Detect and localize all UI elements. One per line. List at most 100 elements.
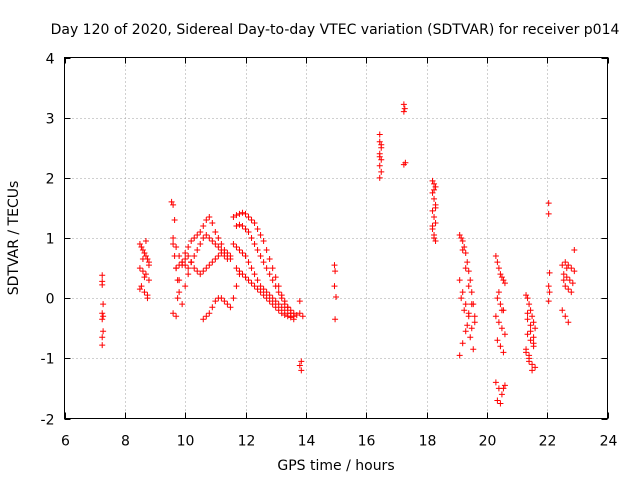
data-point	[296, 362, 303, 369]
data-point	[462, 301, 469, 308]
data-point	[144, 292, 151, 299]
data-point	[242, 253, 249, 260]
data-point	[142, 253, 149, 260]
data-point	[224, 301, 231, 308]
data-point	[429, 222, 436, 229]
x-tick-label: 22	[539, 434, 557, 450]
data-point	[206, 213, 213, 220]
y-tick-label: 2	[46, 172, 55, 188]
data-point	[401, 105, 408, 112]
data-point	[462, 265, 469, 272]
data-point	[100, 328, 107, 335]
data-point	[139, 268, 146, 275]
data-point	[468, 289, 475, 296]
y-tick-label: 0	[46, 292, 55, 308]
data-point	[461, 244, 468, 251]
data-point	[257, 289, 264, 296]
data-point	[139, 247, 146, 254]
data-point	[296, 310, 303, 317]
data-point	[136, 265, 143, 272]
data-point	[527, 307, 534, 314]
data-point	[200, 222, 207, 229]
data-point	[526, 301, 533, 308]
data-point	[206, 235, 213, 241]
data-point	[182, 262, 189, 269]
data-point	[142, 271, 149, 278]
y-axis-label: SDTVAR / TECUs	[6, 181, 22, 296]
data-point	[99, 316, 106, 323]
data-point	[429, 177, 436, 184]
data-point	[227, 304, 234, 311]
data-point	[563, 265, 570, 272]
x-tick-label: 16	[358, 434, 376, 450]
data-point	[431, 235, 438, 241]
data-point	[182, 283, 189, 290]
data-point	[495, 319, 502, 326]
data-point	[185, 244, 192, 251]
grid	[64, 57, 608, 419]
data-point	[569, 280, 576, 287]
data-point	[523, 292, 530, 299]
data-point	[546, 269, 553, 276]
data-point	[527, 322, 534, 329]
plot-frame	[64, 57, 608, 419]
data-point	[233, 244, 240, 251]
data-point	[197, 228, 204, 235]
data-point	[145, 262, 152, 269]
data-point	[209, 304, 216, 311]
data-point	[532, 364, 539, 371]
data-point	[545, 200, 552, 207]
data-point	[251, 219, 258, 226]
data-point	[498, 325, 505, 332]
data-point	[248, 265, 255, 272]
data-point	[495, 265, 502, 272]
data-point	[185, 253, 192, 260]
data-point	[545, 298, 552, 305]
data-point	[200, 316, 207, 323]
data-point	[465, 310, 472, 317]
data-point	[239, 271, 246, 278]
data-point	[299, 313, 306, 320]
data-point	[456, 277, 463, 284]
data-point	[99, 310, 106, 317]
data-point	[212, 241, 219, 248]
data-point	[498, 391, 505, 398]
data-point	[376, 138, 383, 145]
data-point	[173, 313, 180, 320]
data-point	[221, 253, 228, 260]
data-point	[376, 153, 383, 160]
data-point	[212, 228, 219, 235]
data-point	[230, 295, 237, 302]
data-point	[203, 265, 210, 272]
data-point	[194, 231, 201, 238]
data-point	[464, 259, 471, 266]
data-point	[432, 238, 439, 245]
data-point	[248, 216, 255, 223]
data-point	[429, 189, 436, 196]
data-point	[136, 241, 143, 248]
data-point	[565, 319, 572, 326]
data-point	[260, 286, 267, 293]
data-point	[494, 337, 501, 344]
x-tick-label: 14	[298, 434, 316, 450]
data-point	[471, 319, 478, 326]
data-point	[248, 280, 255, 287]
data-point	[197, 241, 204, 248]
data-point	[562, 283, 569, 290]
data-point	[458, 235, 465, 241]
data-point	[257, 283, 264, 290]
data-point	[138, 244, 145, 251]
data-point	[284, 313, 291, 320]
data-point	[254, 225, 261, 232]
data-point	[571, 268, 578, 275]
data-point	[332, 316, 339, 323]
data-point	[245, 259, 252, 266]
data-point	[233, 212, 240, 219]
data-point	[298, 358, 305, 365]
data-point	[562, 259, 569, 266]
data-point	[191, 235, 198, 241]
data-point	[494, 259, 501, 266]
data-point	[376, 174, 383, 181]
data-point	[188, 259, 195, 266]
